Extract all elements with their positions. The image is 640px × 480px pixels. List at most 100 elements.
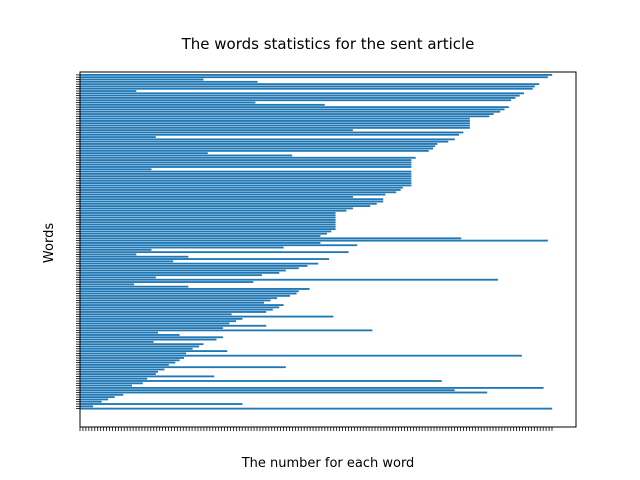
bar xyxy=(80,292,297,295)
bar xyxy=(80,334,180,336)
bar xyxy=(80,315,334,318)
bar xyxy=(80,329,373,332)
bar xyxy=(80,380,442,382)
bar xyxy=(80,177,412,180)
bar xyxy=(80,340,154,343)
bar xyxy=(80,74,553,76)
bar xyxy=(80,382,143,385)
bar xyxy=(80,163,412,166)
bar xyxy=(80,214,336,217)
bar xyxy=(80,232,327,235)
bar xyxy=(80,149,429,152)
bar xyxy=(80,108,505,111)
bar xyxy=(80,375,215,378)
bar xyxy=(80,103,325,106)
bar xyxy=(80,255,189,258)
bar xyxy=(80,126,470,129)
bar xyxy=(80,120,470,122)
bar xyxy=(80,235,321,237)
bar xyxy=(80,136,156,138)
bar xyxy=(80,147,434,150)
bar xyxy=(80,209,347,212)
bar xyxy=(80,361,176,364)
bar xyxy=(80,186,403,189)
bar xyxy=(80,140,449,143)
bar xyxy=(80,182,412,184)
bar xyxy=(80,76,548,79)
bar xyxy=(80,244,358,247)
bar xyxy=(80,246,284,249)
bar xyxy=(80,239,548,242)
bar xyxy=(80,400,102,403)
bar xyxy=(80,92,525,95)
bar xyxy=(80,317,243,320)
bar xyxy=(80,159,412,161)
bar xyxy=(80,133,460,136)
bar xyxy=(80,398,109,401)
bar xyxy=(80,368,165,371)
bar xyxy=(80,299,271,302)
bar xyxy=(80,113,494,115)
bar xyxy=(80,357,184,359)
bar xyxy=(80,168,152,171)
bar xyxy=(80,301,265,304)
bar xyxy=(80,248,152,251)
bar xyxy=(80,237,462,240)
bar xyxy=(80,343,204,346)
bar xyxy=(80,205,371,208)
bar xyxy=(80,143,438,145)
bar xyxy=(80,352,187,355)
bar xyxy=(80,407,553,410)
bar xyxy=(80,322,230,325)
bar xyxy=(80,131,464,134)
bar xyxy=(80,166,412,168)
bar xyxy=(80,156,416,159)
bar xyxy=(80,207,353,210)
bar xyxy=(80,216,336,219)
bar xyxy=(80,347,193,350)
plot-frame xyxy=(79,71,577,428)
bar xyxy=(80,223,336,226)
bar xyxy=(80,170,412,173)
bar xyxy=(80,283,135,286)
bar xyxy=(80,308,273,311)
bar xyxy=(80,363,169,366)
bar xyxy=(80,242,321,244)
chart-title: The words statistics for the sent articl… xyxy=(181,35,475,53)
bar xyxy=(80,285,189,288)
bar xyxy=(80,276,156,279)
x-axis-label: The number for each word xyxy=(241,456,415,471)
bar xyxy=(80,290,299,293)
bar xyxy=(80,278,499,281)
bar xyxy=(80,405,93,408)
bar xyxy=(80,304,284,306)
bar xyxy=(80,101,256,104)
bar xyxy=(80,366,286,369)
bar xyxy=(80,78,204,81)
bar xyxy=(80,393,124,396)
bar xyxy=(80,212,336,214)
bar xyxy=(80,377,148,380)
bar xyxy=(80,251,349,254)
bar xyxy=(80,202,377,205)
bar xyxy=(80,85,535,88)
bar xyxy=(80,191,397,194)
bar xyxy=(80,258,330,260)
bar xyxy=(80,267,299,270)
bar xyxy=(80,345,200,348)
bar xyxy=(80,269,286,272)
bar xyxy=(80,124,470,127)
bar xyxy=(80,87,533,90)
y-ticks-group xyxy=(76,74,80,410)
bar xyxy=(80,230,332,233)
bar xyxy=(80,184,412,187)
bar xyxy=(80,271,280,274)
bar xyxy=(80,313,232,316)
bar xyxy=(80,218,336,221)
bar xyxy=(80,396,115,399)
bar xyxy=(80,175,412,178)
bar xyxy=(80,198,384,201)
bar xyxy=(80,294,291,297)
bar xyxy=(80,154,293,157)
